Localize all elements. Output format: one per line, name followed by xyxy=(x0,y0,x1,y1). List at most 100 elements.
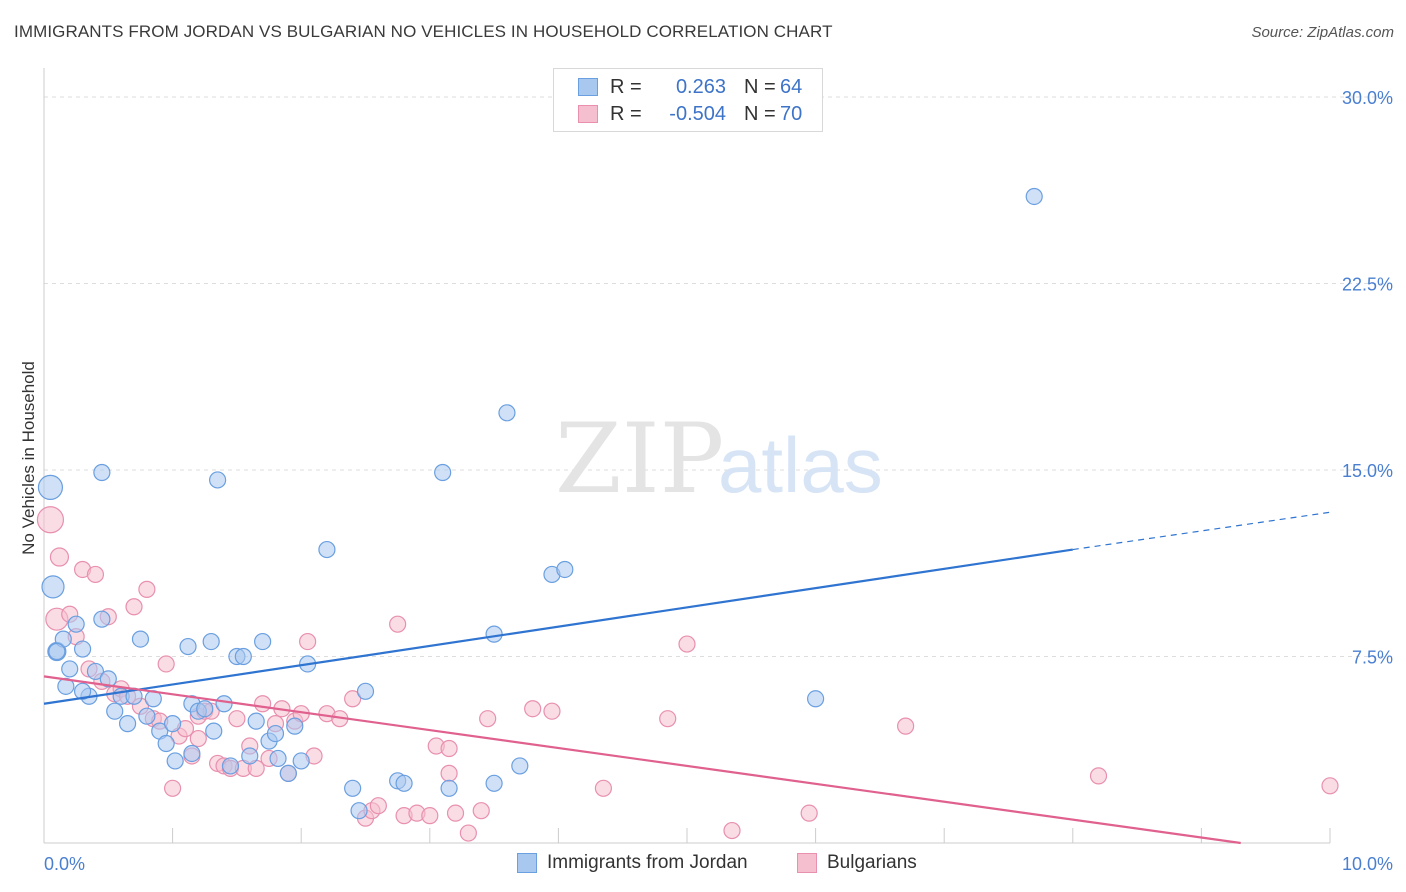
jordan-point xyxy=(48,642,66,661)
series-swatch-bulgarians xyxy=(797,853,817,873)
jordan-point xyxy=(806,690,825,708)
legend-n-value: 64 xyxy=(780,75,803,98)
jordan-point xyxy=(350,802,368,820)
jordan-point xyxy=(67,615,85,633)
jordan-trend-line xyxy=(43,548,1073,705)
series-legend-bulgarians[interactable]: Bulgarians xyxy=(797,852,917,874)
bulgarian-point xyxy=(543,702,561,720)
bulgarian-point xyxy=(446,804,465,822)
jordan-point xyxy=(118,715,137,733)
jordan-point xyxy=(395,774,413,792)
jordan-point xyxy=(434,463,452,482)
jordan-point xyxy=(183,744,201,763)
watermark-atlas: atlas xyxy=(718,421,883,509)
legend-r-label: R = xyxy=(610,102,642,125)
jordan-point xyxy=(41,575,65,599)
jordan-point xyxy=(511,757,529,775)
source-label: Source: ZipAtlas.com xyxy=(1251,24,1394,41)
x-tick-label: 10.0% xyxy=(1342,854,1393,874)
jordan-point xyxy=(61,660,79,678)
series-label-bulgarians: Bulgarians xyxy=(827,852,917,873)
bulgarian-point xyxy=(524,700,542,718)
bulgarians-points xyxy=(36,506,1339,842)
bulgarian-point xyxy=(125,598,143,616)
jordan-point xyxy=(209,471,227,489)
bulgarian-point xyxy=(138,580,156,598)
bulgarian-point xyxy=(659,710,677,728)
bulgarian-point xyxy=(228,710,246,728)
bulgarian-point xyxy=(440,764,458,782)
legend-r-label: R = xyxy=(610,75,642,98)
watermark-zip: ZIP xyxy=(555,403,724,515)
jordan-point xyxy=(221,757,240,775)
correlation-legend: R = 0.263 N = 64 R = -0.504 N = 70 xyxy=(553,68,823,132)
jordan-point xyxy=(1025,187,1043,206)
jordan-point xyxy=(196,700,214,718)
jordan-point xyxy=(254,632,272,651)
bulgarian-point xyxy=(389,615,407,633)
bulgarian-point xyxy=(1321,777,1339,795)
grid xyxy=(44,96,1392,657)
jordan-point xyxy=(292,752,310,770)
jordan-point xyxy=(440,779,458,797)
jordan-point xyxy=(138,707,156,725)
axes xyxy=(43,68,1331,844)
jordan-point xyxy=(131,630,150,648)
series-legend-jordan[interactable]: Immigrants from Jordan xyxy=(517,852,748,874)
jordan-point xyxy=(215,695,233,713)
bulgarian-point xyxy=(440,739,458,758)
jordan-point xyxy=(106,702,124,720)
series-label-jordan: Immigrants from Jordan xyxy=(547,852,748,873)
jordan-point xyxy=(205,722,223,740)
legend-row-bulgarians: R = -0.504 N = 70 xyxy=(578,101,802,127)
jordan-point xyxy=(485,774,503,792)
bulgarian-point xyxy=(189,729,207,748)
jordan-point xyxy=(241,747,259,765)
bulgarian-point xyxy=(164,779,182,797)
legend-swatch-jordan xyxy=(578,78,598,96)
legend-n-label: N = xyxy=(744,75,776,98)
bulgarian-point xyxy=(800,804,818,822)
bulgarian-point xyxy=(86,565,105,584)
bulgarian-trend-line xyxy=(43,675,1241,845)
bulgarian-point xyxy=(49,547,70,567)
bulgarian-point xyxy=(254,695,272,713)
legend-row-jordan: R = 0.263 N = 64 xyxy=(578,74,802,100)
legend-n-value: 70 xyxy=(780,102,803,125)
jordan-point xyxy=(202,632,220,651)
bulgarian-point xyxy=(594,779,613,797)
jordan-point xyxy=(234,647,252,666)
legend-swatch-bulgarians xyxy=(578,105,598,123)
jordan-point xyxy=(157,734,175,753)
bulgarian-point xyxy=(344,690,362,708)
jordan-point xyxy=(86,662,105,681)
y-axis-label: No Vehicles in Household xyxy=(19,361,38,555)
jordan-trend-extension xyxy=(1072,511,1331,551)
jordan-point xyxy=(356,682,375,700)
y-tick-label: 30.0% xyxy=(1342,88,1393,108)
jordan-point xyxy=(99,670,117,688)
jordan-point xyxy=(318,540,336,559)
bulgarian-point xyxy=(369,797,387,815)
jordan-point xyxy=(164,715,182,733)
jordan-point xyxy=(269,749,287,768)
x-tick-label: 0.0% xyxy=(44,854,85,874)
jordan-point xyxy=(179,637,197,656)
jordan-point xyxy=(166,752,184,770)
jordan-point xyxy=(498,404,516,422)
legend-n-label: N = xyxy=(744,102,776,125)
y-tick-label: 22.5% xyxy=(1342,275,1393,295)
bulgarian-point xyxy=(36,506,65,534)
jordan-point xyxy=(37,474,64,501)
jordan-point xyxy=(73,640,92,658)
watermark: ZIP atlas xyxy=(555,403,883,515)
bulgarian-point xyxy=(472,802,490,820)
jordan-point xyxy=(344,779,362,797)
jordan-point xyxy=(247,712,265,730)
jordan-point xyxy=(286,717,304,735)
bulgarian-point xyxy=(723,821,741,840)
tick-labels: 7.5% 15.0% 22.5% 30.0% 0.0% 10.0% xyxy=(44,88,1393,874)
jordan-point xyxy=(279,764,297,782)
jordan-point xyxy=(556,560,574,579)
